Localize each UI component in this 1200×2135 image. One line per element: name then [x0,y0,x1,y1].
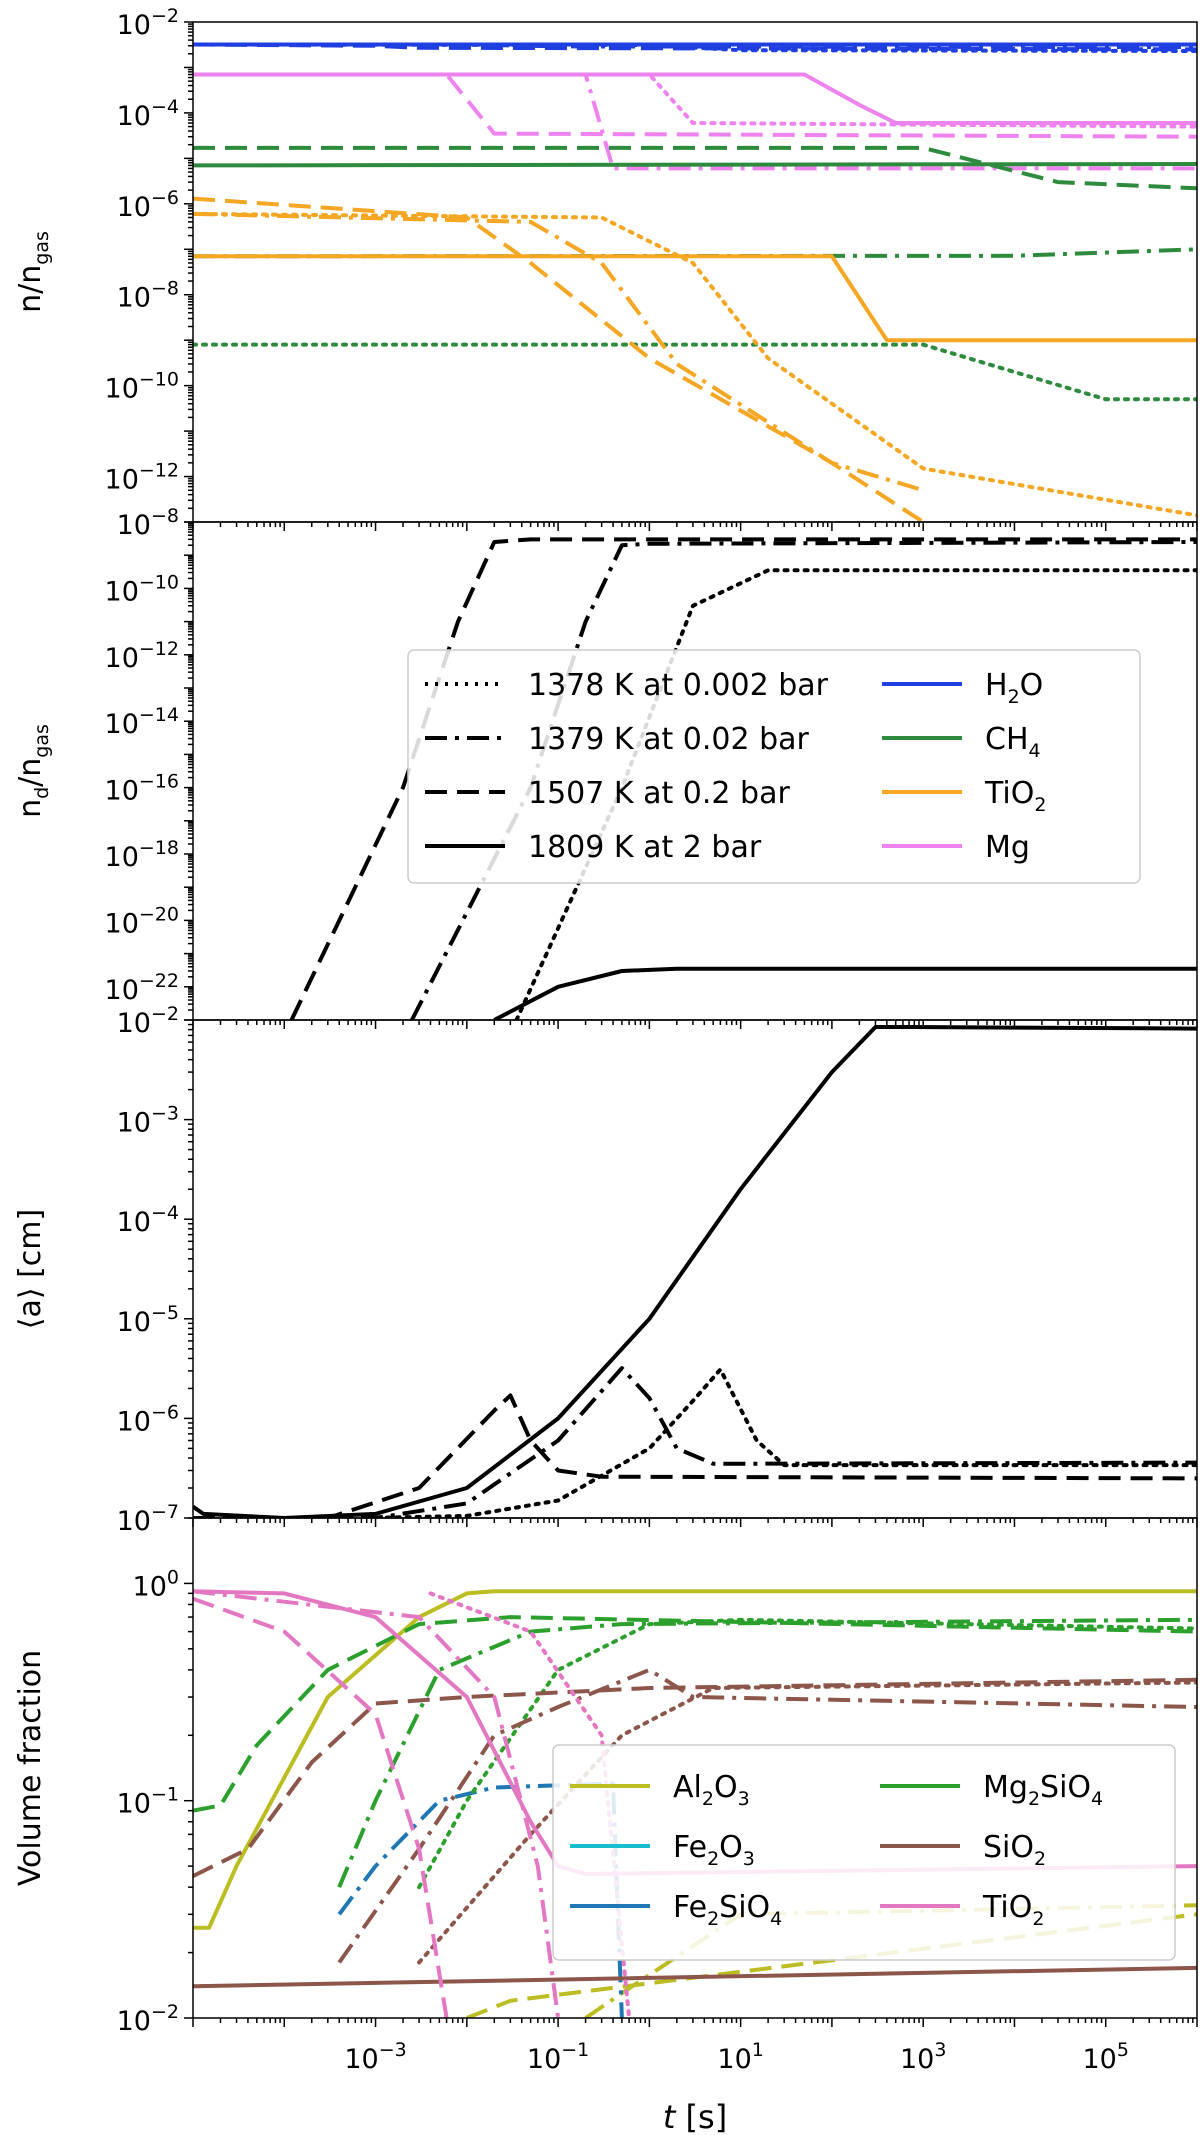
y-axis-label: Volume fraction [13,1650,48,1886]
y-tick-label: 10−7 [117,1501,179,1537]
series-line-5 [193,72,1197,125]
panel-4: 100 10−1 10−2 Volume fraction 10−3 10−1 101 103… [13,1517,1198,2135]
series-line-13 [193,1596,449,2018]
series-line-14 [193,1589,561,2018]
y-tick-label: 10−8 [117,278,179,314]
legend-label: 1809 K at 2 bar [528,830,762,865]
y-tick-label: 10−12 [105,638,179,674]
legend-label: 1379 K at 0.02 bar [528,722,810,757]
series-group [193,1589,1197,2018]
y-tick-label: 10−12 [105,460,179,496]
panel-2: 10−8 10−10 10−12 10−14 10−16 10−18 10−20 10−22 n… [13,505,1198,1029]
x-axis-label: t [s] [663,2098,727,2135]
series-line-7 [417,1617,1197,1890]
y-tick-label: 10−22 [105,970,179,1006]
y-tick-label: 10−18 [105,837,179,873]
y-tick-label: 10−2 [117,1003,179,1039]
y-axis-label: n/ngas [13,231,53,313]
y-tick-label: 10−20 [105,903,179,939]
series-line-1 [193,1025,1197,1518]
legend: Al2O3 Fe2O3 Fe2SiO4 Mg2SiO4 SiO2 TiO2 [552,1744,1176,1961]
y-tick-label: 10−8 [117,505,179,541]
series-line-6 [337,1617,1197,1888]
legend-box [552,1744,1176,1961]
x-tick-label: 10−3 [344,2039,406,2075]
series-line-5 [193,1615,1197,1813]
axes-frame [192,21,1198,523]
y-tick-label: 10−2 [117,2001,179,2037]
y-tick-label: 10−10 [105,571,179,607]
x-tick-label: 101 [717,2039,763,2075]
series-line-8 [193,1965,1197,1989]
series-line-9 [193,1677,1197,1878]
y-tick-label: 10−4 [117,96,179,132]
legend-label: 1507 K at 0.2 bar [528,776,790,811]
y-tick-label: 100 [133,1566,179,1602]
series-line-12 [193,342,1197,402]
x-tick-label: 105 [1083,2039,1129,2075]
legend-label: TiO2 [984,776,1046,816]
legend-label: Fe2SiO4 [673,1890,782,1930]
axes-frame [192,1517,1198,2019]
legend-label: Al2O3 [673,1770,750,1810]
series-line-2 [193,1393,1197,1518]
y-tick-label: 10−5 [117,1302,179,1338]
y-tick-label: 10−1 [117,1784,179,1820]
legend-label: TiO2 [982,1890,1044,1930]
series-line-15 [193,211,924,493]
legend-label: SiO2 [983,1830,1046,1870]
y-tick-label: 10−4 [117,1202,179,1238]
series-line-11 [417,1680,1197,1965]
series-line-10 [193,162,1197,168]
series-line-7 [193,72,1197,139]
series-line-13 [193,254,1197,343]
legend-label: H2O [985,668,1043,708]
legend-label: Mg [985,830,1030,865]
x-tick-label: 10−1 [527,2039,589,2075]
panel-1: 10−2 10−4 10−6 10−8 10−10 10−12 n/ngas [13,5,1198,531]
y-tick-label: 10−10 [105,369,179,405]
y-tick-label: 10−16 [105,771,179,807]
series-line-3 [193,42,1197,52]
series-line-3 [193,1366,1197,1518]
y-tick-label: 10−6 [117,1401,179,1437]
series-line-4 [364,1367,1197,1518]
series-line-4 [193,42,1197,53]
series-group [193,42,1197,522]
series-line-6 [193,72,1197,129]
y-tick-label: 10−14 [105,704,179,740]
legend-label: CH4 [985,722,1041,762]
series-line-9 [193,145,1197,191]
legend: 1378 K at 0.002 bar 1379 K at 0.02 bar 150… [407,649,1141,884]
series-line-16 [193,211,1197,518]
series-line-4 [493,966,1197,1020]
series-line-14 [193,196,925,522]
axes-frame [192,1019,1198,1519]
series-group [193,1025,1197,1518]
series-line-1 [193,1589,1197,1930]
figure-content: 10−2 10−4 10−6 10−8 10−10 10−12 n/ngas 10−8 10−1… [13,5,1198,2135]
legend-label: Mg2SiO4 [983,1770,1103,1810]
y-axis-label: nd/ngas [13,724,53,818]
y-tick-label: 10−6 [117,187,179,223]
legend-label: 1378 K at 0.002 bar [528,668,829,703]
y-axis-label: ⟨a⟩ [cm] [13,1209,48,1329]
y-tick-label: 10−2 [117,5,179,41]
series-line-8 [193,72,1197,171]
legend-label: Fe2O3 [673,1830,755,1870]
x-tick-label: 103 [900,2039,946,2075]
y-tick-label: 10−3 [117,1103,179,1139]
series-line-2 [466,1912,1197,2018]
legend-box [407,649,1141,884]
panel-3: 10−2 10−3 10−4 10−5 10−6 10−7 ⟨a⟩ [cm] [13,1003,1198,1537]
